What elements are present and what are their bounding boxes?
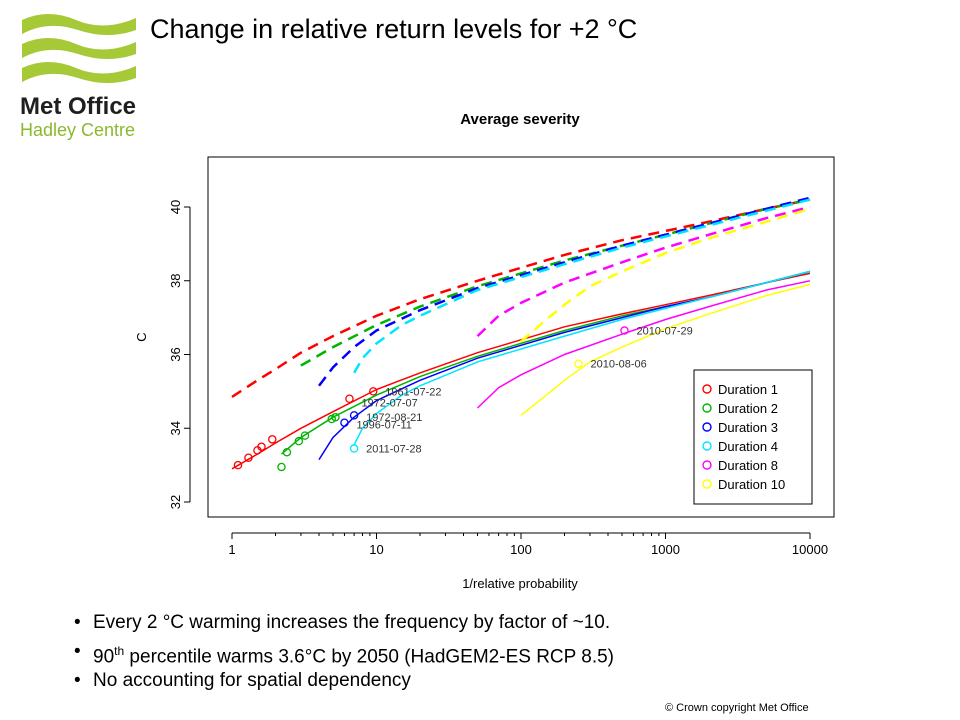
chart-title: Average severity bbox=[460, 111, 580, 128]
legend-marker bbox=[702, 384, 712, 394]
x-tick-label: 100 bbox=[510, 542, 532, 557]
chart: Average severity 32 34 36 38 40 1 10 100 1000 10… bbox=[120, 100, 850, 600]
plot-frame bbox=[207, 156, 835, 518]
y-tick-label: 38 bbox=[168, 274, 183, 288]
data-point bbox=[340, 418, 349, 427]
y-axis-label: C bbox=[134, 332, 149, 341]
legend-marker bbox=[702, 441, 712, 451]
series-layer bbox=[231, 196, 811, 472]
data-point bbox=[294, 436, 304, 446]
legend-marker bbox=[702, 422, 712, 432]
y-tick-label: 36 bbox=[168, 347, 183, 361]
series-line-solid bbox=[231, 272, 811, 470]
x-tick-label: 10000 bbox=[792, 542, 828, 557]
data-point bbox=[277, 462, 286, 472]
y-tick-label: 34 bbox=[168, 421, 183, 435]
logo-wave-icon bbox=[22, 14, 136, 83]
annotation-label: 2010-08-06 bbox=[591, 359, 647, 371]
legend-label: Duration 4 bbox=[718, 439, 778, 454]
x-tick-label: 1000 bbox=[651, 542, 680, 557]
bullet-item: Every 2 °C warming increases the frequen… bbox=[74, 608, 874, 637]
annotation-label: 1996-07-11 bbox=[356, 420, 411, 432]
legend-label: Duration 8 bbox=[718, 458, 778, 473]
legend-marker bbox=[702, 479, 712, 489]
data-point bbox=[331, 412, 340, 422]
x-tick-label: 10 bbox=[369, 542, 383, 557]
data-point bbox=[349, 444, 359, 453]
data-point bbox=[268, 435, 277, 444]
legend-label: Duration 2 bbox=[718, 401, 778, 416]
series-line-dashed bbox=[231, 198, 811, 398]
y-tick-label: 32 bbox=[168, 495, 183, 509]
slide-title: Change in relative return levels for +2 … bbox=[150, 14, 638, 44]
data-point bbox=[233, 460, 243, 470]
annotation-label: 2011-07-28 bbox=[366, 444, 421, 456]
annotation-label: 1972-07-07 bbox=[361, 397, 417, 409]
met-office-logo: Met Office Hadley Centre bbox=[20, 14, 136, 140]
legend-label: Duration 3 bbox=[718, 420, 778, 435]
data-point bbox=[574, 359, 583, 368]
legend-box bbox=[693, 369, 813, 505]
legend: Duration 1 Duration 2 Duration 3 Duration 4… bbox=[693, 369, 813, 505]
legend-marker bbox=[702, 403, 712, 413]
data-point bbox=[257, 442, 266, 451]
legend-marker bbox=[702, 460, 712, 470]
data-point bbox=[282, 447, 292, 457]
data-point bbox=[369, 387, 378, 396]
y-tick-label: 40 bbox=[168, 200, 183, 214]
series-line-dashed bbox=[476, 205, 811, 338]
annotation-label: 1961-07-22 bbox=[385, 386, 441, 398]
annotation-label: 1972-08-21 bbox=[366, 412, 422, 424]
bullet-list: Every 2 °C warming increases the frequen… bbox=[74, 608, 874, 695]
logo-text-main: Met Office bbox=[20, 93, 136, 120]
x-tick-label: 1 bbox=[228, 542, 235, 557]
data-point bbox=[244, 453, 253, 462]
logo-text-sub: Hadley Centre bbox=[20, 120, 135, 140]
bullet-item: 90th percentile warms 3.6°C by 2050 (Had… bbox=[74, 637, 874, 667]
data-point bbox=[300, 431, 310, 440]
bullet-item: No accounting for spatial dependency bbox=[74, 666, 874, 695]
annotation-label: 2010-07-29 bbox=[636, 326, 692, 338]
legend-label: Duration 1 bbox=[718, 382, 778, 397]
legend-label: Duration 10 bbox=[718, 477, 785, 492]
series-line-solid bbox=[476, 280, 811, 409]
data-point bbox=[620, 326, 629, 335]
x-axis-label: 1/relative probability bbox=[462, 576, 578, 591]
chart-svg: Average severity 32 34 36 38 40 1 10 100 1000 10… bbox=[134, 111, 835, 591]
series-line-dashed bbox=[300, 198, 811, 367]
data-point bbox=[345, 394, 354, 403]
data-point bbox=[349, 411, 359, 420]
series-line-dashed bbox=[353, 198, 811, 374]
copyright-notice: © Crown copyright Met Office bbox=[665, 702, 809, 714]
x-axis: 1 10 100 1000 10000 bbox=[228, 532, 828, 557]
y-axis: 32 34 36 38 40 bbox=[168, 200, 191, 509]
series-line-solid bbox=[353, 270, 811, 446]
series-line-dashed bbox=[520, 207, 811, 343]
series-line-solid bbox=[520, 283, 811, 416]
series-line-dashed bbox=[318, 196, 811, 387]
